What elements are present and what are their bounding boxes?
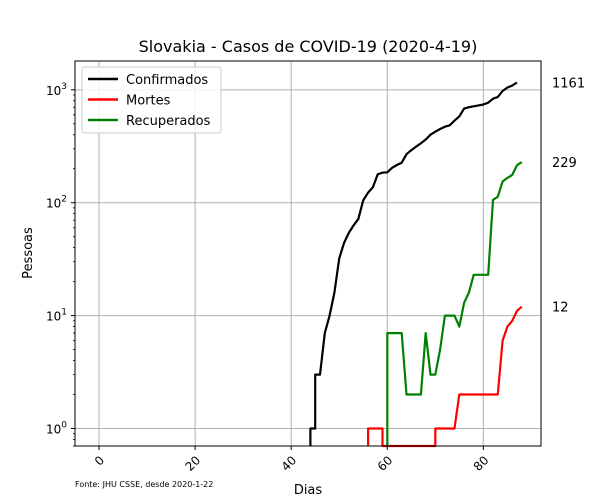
source-note: Fonte: JHU CSSE, desde 2020-1-22 <box>75 480 213 489</box>
x-tick-label: 20 <box>183 453 204 474</box>
y-tick-label: 103 <box>46 82 67 98</box>
series-line-confirmados <box>309 81 518 446</box>
chart-title: Slovakia - Casos de COVID-19 (2020-4-19) <box>139 37 478 56</box>
legend: Confirmados Mortes Recuperados <box>81 66 222 134</box>
series-line-mortes <box>367 305 523 448</box>
x-tick-label: 80 <box>471 453 492 474</box>
series-line-recuperados <box>386 161 523 446</box>
x-tick-label: 0 <box>92 453 107 468</box>
x-axis-label: Dias <box>294 483 323 498</box>
series-layer <box>309 81 523 448</box>
legend-label: Recuperados <box>126 114 211 129</box>
end-label-recuperados: 229 <box>552 156 577 171</box>
legend-box <box>81 66 222 134</box>
x-tick-label: 40 <box>279 453 300 474</box>
x-tick-label: 60 <box>375 453 396 474</box>
y-axis-label: Pessoas <box>21 227 36 279</box>
y-tick-label: 100 <box>46 421 67 437</box>
y-tick-label: 101 <box>46 308 67 324</box>
end-value-labels: 1161 12 229 <box>552 77 585 316</box>
plot-area-frame <box>74 60 542 447</box>
end-label-confirmados: 1161 <box>552 77 585 92</box>
end-label-mortes: 12 <box>552 301 569 316</box>
y-tick-label: 102 <box>46 195 67 211</box>
legend-label: Mortes <box>126 94 171 109</box>
legend-label: Confirmados <box>126 73 208 88</box>
